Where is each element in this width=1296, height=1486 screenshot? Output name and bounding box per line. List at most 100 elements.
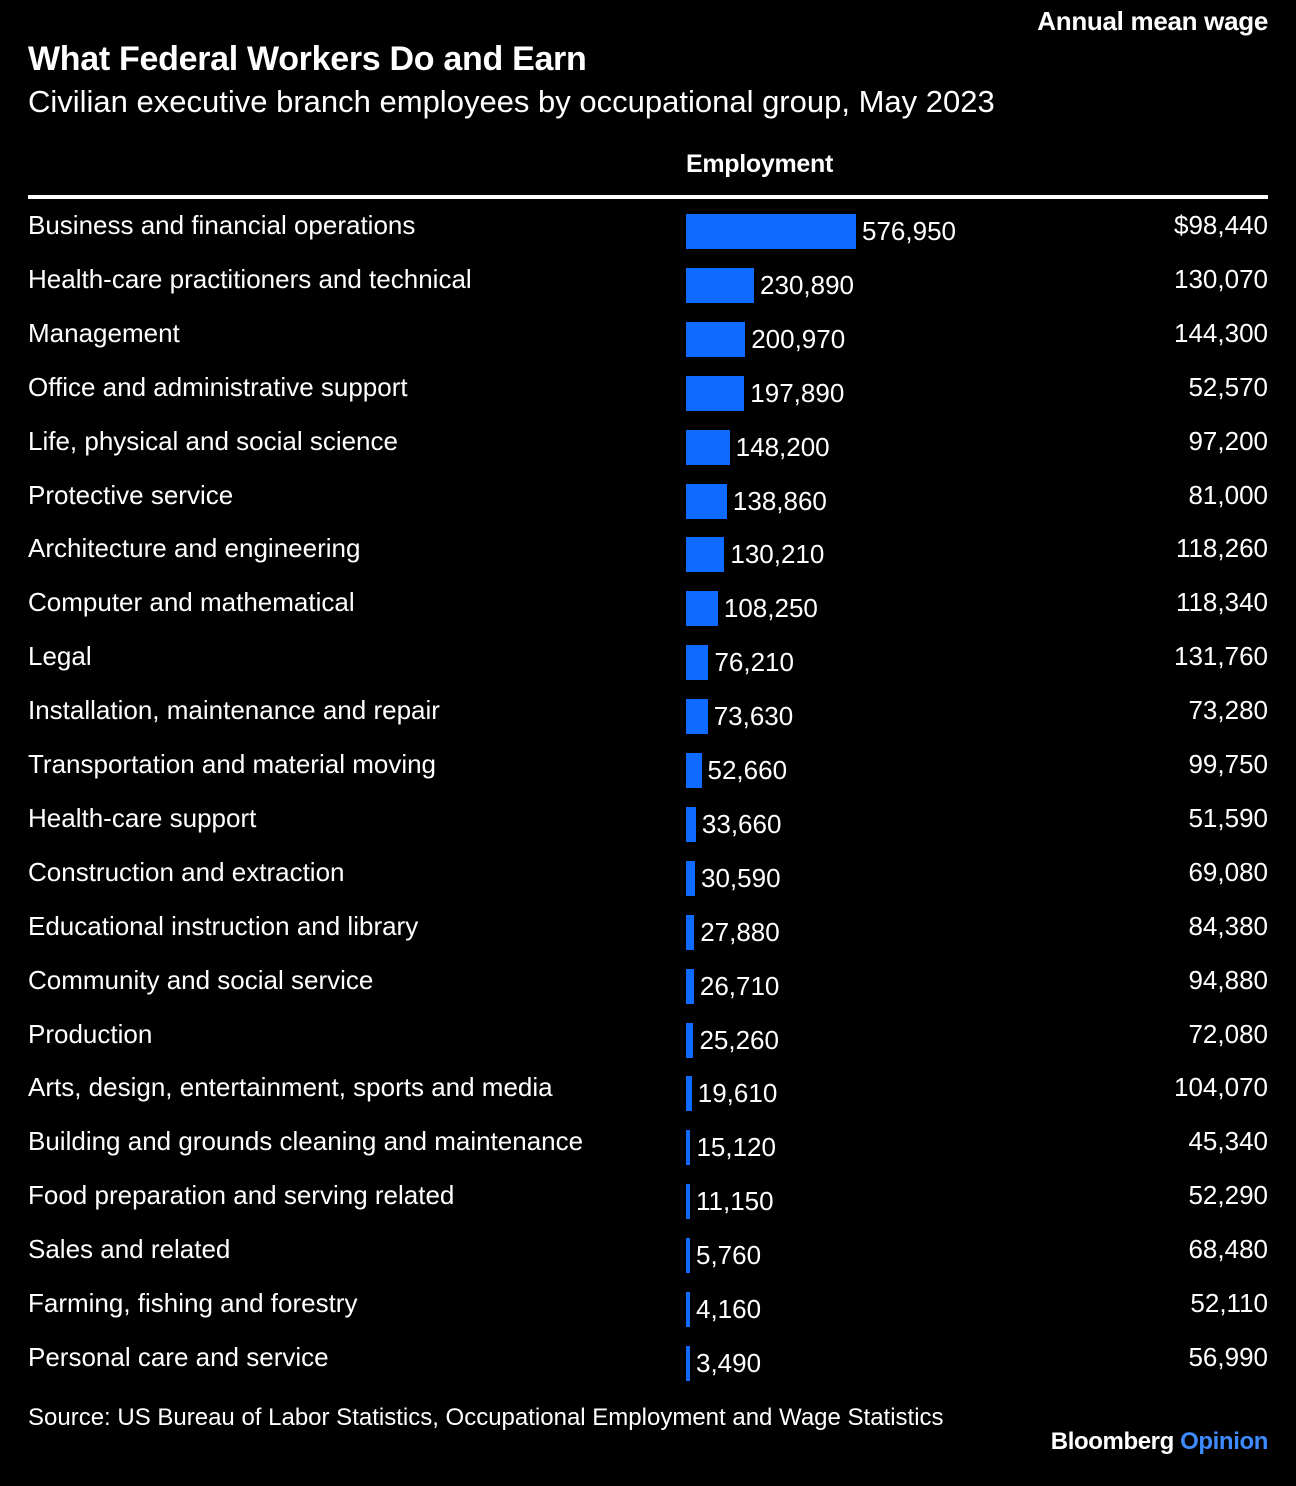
category-label: Business and financial operations [28,210,416,240]
brand-opinion: Opinion [1180,1428,1268,1455]
chart-title: What Federal Workers Do and Earn [28,40,587,78]
chart-subtitle: Civilian executive branch employees by o… [28,84,995,119]
employment-value: 30,590 [701,862,781,893]
table-row: Transportation and material moving 52,660… [0,743,1296,797]
category-label: Office and administrative support [28,371,408,402]
wage-value: 72,080 [1188,1018,1268,1049]
category-label: Health-care practitioners and technical [28,263,472,294]
employment-bar [686,321,746,357]
employment-value: 19,610 [697,1078,778,1109]
table-row: Computer and mathematical 108,250 118,340 [0,581,1296,635]
wage-value: 81,000 [1188,479,1268,510]
category-label: Personal care and service [28,1341,329,1372]
employment-value: 108,250 [723,593,818,624]
employment-bar [686,1292,690,1327]
employment-value: 130,210 [730,539,825,570]
category-label: Transportation and material moving [28,749,437,779]
wage-value: 99,750 [1188,749,1268,779]
employment-value: 200,970 [751,323,846,354]
table-row: Construction and extraction 30,590 69,080 [0,851,1296,905]
table-row: Health-care support 33,660 51,590 [0,797,1296,851]
brand-logo: Bloomberg Opinion [1050,1428,1269,1456]
table-row: Food preparation and serving related 11,1… [0,1174,1296,1228]
wage-value: 130,070 [1174,263,1268,294]
category-label: Management [28,317,180,348]
employment-value: 33,660 [701,808,782,839]
table-row: Legal 76,210 131,760 [0,635,1296,689]
employment-bar [686,591,718,627]
wage-value: 94,880 [1188,964,1268,995]
category-label: Life, physical and social science [28,425,398,456]
category-label: Architecture and engineering [28,533,361,564]
wage-value: 118,260 [1175,533,1268,564]
employment-bar [686,214,856,249]
category-label: Health-care support [28,802,257,833]
employment-bar [686,1022,694,1058]
employment-bar [686,1076,692,1112]
wage-value: 69,080 [1188,856,1268,887]
table-row: Architecture and engineering 130,210 118,2… [0,527,1296,581]
table-row: Installation, maintenance and repair 73,6… [0,689,1296,743]
employment-bar [686,267,755,303]
category-label: Protective service [28,479,234,510]
table-row: Sales and related 5,760 68,480 [0,1228,1296,1282]
employment-value: 76,210 [714,647,794,678]
employment-bar [686,806,696,842]
wage-value: 68,480 [1188,1234,1268,1265]
wage-value: 131,760 [1174,641,1268,672]
category-label: Community and social service [28,964,374,995]
wage-value: 45,340 [1188,1126,1268,1157]
table-row: Office and administrative support 197,890… [0,366,1296,420]
wage-value: 52,290 [1188,1180,1268,1211]
wage-value: 52,570 [1188,371,1268,402]
wage-value: $98,440 [1174,210,1268,240]
employment-value: 230,890 [760,269,855,300]
employment-column-header: Employment [686,150,834,178]
category-label: Farming, fishing and forestry [28,1288,358,1318]
employment-bar [686,968,694,1004]
employment-value: 197,890 [750,377,845,408]
table-row: Management 200,970 144,300 [0,312,1296,366]
employment-bar [686,860,695,896]
category-label: Production [28,1018,153,1049]
employment-value: 27,880 [700,916,780,947]
employment-bar [686,483,727,519]
source-note: Source: US Bureau of Labor Statistics, O… [28,1404,944,1431]
brand-name: Bloomberg [1050,1428,1174,1455]
chart-rows: Business and financial operations 576,950… [0,210,1296,1390]
table-row: Personal care and service 3,490 56,990 [0,1336,1296,1390]
employment-bar [686,645,709,681]
wage-value: 144,300 [1174,317,1268,348]
category-label: Computer and mathematical [28,587,355,618]
wage-value: 73,280 [1188,695,1268,726]
wage-value: 104,070 [1174,1072,1268,1103]
wage-value: 97,200 [1188,425,1268,456]
table-row: Protective service 138,860 81,000 [0,474,1296,528]
table-row: Life, physical and social science 148,200… [0,420,1296,474]
employment-bar [686,537,725,573]
employment-value: 5,760 [696,1240,762,1271]
employment-value: 148,200 [735,431,830,462]
employment-bar [686,375,745,411]
employment-value: 4,160 [696,1294,762,1324]
employment-value: 11,150 [696,1186,774,1217]
employment-value: 15,120 [696,1132,776,1163]
table-row: Community and social service 26,710 94,880 [0,959,1296,1013]
employment-value: 138,860 [732,485,827,516]
table-row: Arts, design, entertainment, sports and … [0,1066,1296,1120]
employment-bar [686,1184,690,1220]
table-row: Health-care practitioners and technical 2… [0,258,1296,312]
wage-value: 118,340 [1175,587,1268,618]
category-label: Installation, maintenance and repair [28,695,440,726]
table-row: Farming, fishing and forestry 4,160 52,110 [0,1282,1296,1336]
wage-value: 56,990 [1188,1341,1268,1372]
employment-bar [686,1345,690,1381]
employment-value: 576,950 [862,216,956,246]
category-label: Legal [28,641,92,672]
employment-bar [686,753,702,788]
employment-bar [686,699,708,735]
employment-value: 25,260 [699,1024,779,1055]
table-row: Production 25,260 72,080 [0,1013,1296,1067]
wage-value: 84,380 [1188,910,1268,941]
table-row: Building and grounds cleaning and mainte… [0,1120,1296,1174]
